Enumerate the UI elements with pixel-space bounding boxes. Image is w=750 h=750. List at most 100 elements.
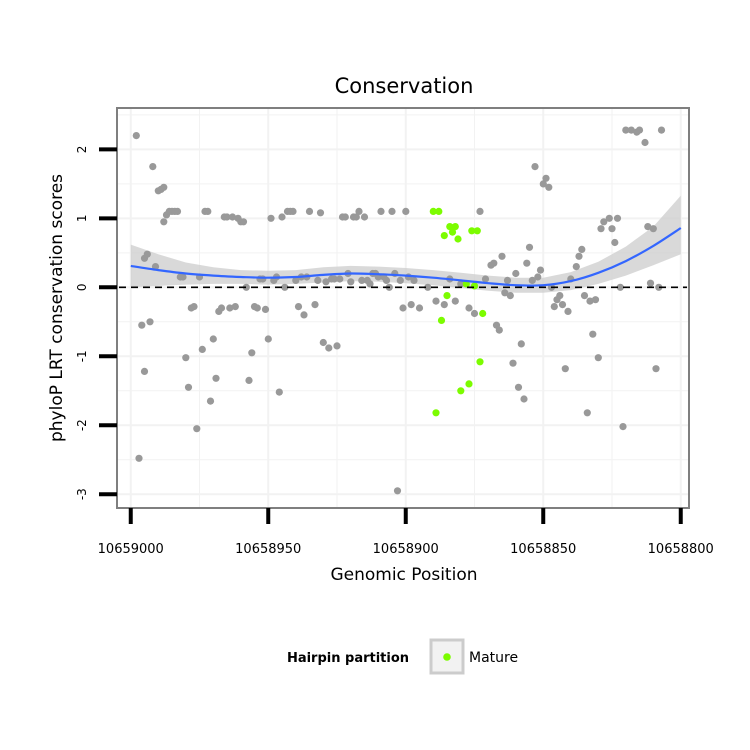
point-other xyxy=(589,330,597,338)
point-other xyxy=(539,180,547,188)
point-other xyxy=(586,297,594,305)
point-other xyxy=(512,269,520,278)
point-other xyxy=(278,213,286,221)
point-other xyxy=(333,342,341,350)
point-other xyxy=(204,207,212,215)
point-other xyxy=(193,425,201,433)
point-other xyxy=(440,301,448,309)
point-other xyxy=(275,388,283,396)
x-axis: 10659000 10658950 10658900 10658850 10658800 xyxy=(98,508,714,557)
point-other xyxy=(264,335,272,343)
point-other xyxy=(330,275,338,283)
point-mature xyxy=(435,207,443,215)
point-other xyxy=(231,303,239,311)
point-other xyxy=(377,207,385,215)
point-mature xyxy=(448,228,457,236)
point-other xyxy=(465,304,473,312)
point-other xyxy=(239,218,248,226)
point-other xyxy=(657,126,666,134)
point-other xyxy=(289,207,297,215)
point-other xyxy=(525,243,534,251)
smooth-trend-line xyxy=(130,227,682,287)
point-other xyxy=(523,259,531,267)
point-other xyxy=(135,454,143,462)
point-other xyxy=(399,304,407,312)
point-other xyxy=(182,354,190,362)
point-other xyxy=(267,214,275,222)
point-other xyxy=(476,207,484,215)
point-mature xyxy=(468,227,476,235)
point-other xyxy=(506,292,514,300)
point-other xyxy=(451,297,459,305)
point-other xyxy=(578,245,586,253)
point-other xyxy=(572,263,580,271)
point-other xyxy=(223,213,231,221)
point-other xyxy=(341,213,349,221)
point-other xyxy=(311,301,319,309)
point-other xyxy=(352,213,360,221)
point-other xyxy=(281,283,289,291)
point-other xyxy=(649,225,657,233)
point-other xyxy=(212,374,220,382)
point-mature xyxy=(451,223,459,231)
point-other xyxy=(259,275,267,283)
legend-key-box xyxy=(429,638,465,675)
point-other xyxy=(534,273,542,281)
point-mature xyxy=(454,235,462,243)
point-other xyxy=(644,223,652,231)
point-mature xyxy=(465,380,473,388)
point-other xyxy=(490,259,498,267)
point-other xyxy=(605,214,613,222)
point-mature xyxy=(437,316,446,324)
point-mature xyxy=(443,292,451,300)
point-mature xyxy=(473,227,481,235)
grid-lines xyxy=(118,109,688,507)
point-other xyxy=(495,326,503,334)
point-other xyxy=(190,303,198,311)
x-tick-label: 10658800 xyxy=(648,542,714,557)
point-other xyxy=(314,276,322,284)
point-other xyxy=(619,423,627,431)
point-other xyxy=(292,276,300,284)
point-other xyxy=(410,276,418,284)
point-other xyxy=(242,283,250,291)
point-other xyxy=(498,252,506,260)
point-other xyxy=(206,397,215,405)
y-tick-label: -2 xyxy=(75,419,89,431)
point-other xyxy=(457,280,465,288)
point-other xyxy=(160,183,168,191)
point-other xyxy=(528,276,536,284)
point-other xyxy=(509,359,517,367)
point-other xyxy=(347,278,355,286)
point-other xyxy=(228,213,237,221)
point-other xyxy=(336,275,344,283)
legend-label-mature: Mature xyxy=(469,650,518,666)
point-other xyxy=(641,138,649,147)
point-other xyxy=(556,292,564,300)
point-other xyxy=(253,304,261,312)
point-other xyxy=(358,276,366,284)
point-other xyxy=(245,376,253,384)
point-other xyxy=(531,163,539,171)
point-other xyxy=(517,340,525,348)
point-other xyxy=(294,303,303,311)
point-other xyxy=(564,307,572,315)
point-mature xyxy=(476,358,484,366)
point-other xyxy=(198,345,206,353)
legend-key-mature xyxy=(443,653,451,661)
point-other xyxy=(132,132,140,140)
point-other xyxy=(388,207,396,215)
point-other xyxy=(322,278,330,286)
point-other xyxy=(501,289,509,297)
point-other xyxy=(611,238,619,247)
point-other xyxy=(143,250,151,258)
point-other xyxy=(432,297,440,305)
point-other xyxy=(503,276,512,284)
point-other xyxy=(184,383,193,391)
point-other xyxy=(616,283,624,291)
point-mature xyxy=(470,282,479,290)
point-other xyxy=(382,276,391,284)
point-other xyxy=(355,207,363,215)
point-other xyxy=(575,252,583,260)
